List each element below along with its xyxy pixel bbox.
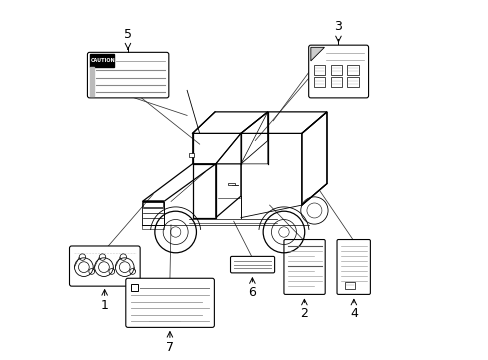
Text: 1: 1 [101, 300, 108, 312]
FancyBboxPatch shape [69, 246, 140, 286]
Bar [89, 67, 94, 96]
Polygon shape [310, 47, 324, 61]
FancyBboxPatch shape [284, 239, 325, 294]
Bar [313, 77, 325, 87]
Text: CAUTION: CAUTION [90, 58, 115, 63]
Bar [330, 77, 341, 87]
Bar [346, 65, 358, 75]
Bar [131, 284, 138, 291]
Bar [346, 77, 358, 87]
FancyBboxPatch shape [125, 278, 214, 327]
Bar [228, 183, 234, 185]
Bar [313, 65, 325, 75]
FancyBboxPatch shape [308, 45, 368, 98]
Text: 3: 3 [334, 20, 342, 33]
Bar [89, 54, 114, 67]
FancyBboxPatch shape [336, 239, 369, 294]
Text: 2: 2 [300, 307, 308, 320]
Text: 5: 5 [123, 27, 132, 41]
Text: 4: 4 [349, 307, 357, 320]
Bar [344, 282, 354, 289]
Text: 7: 7 [165, 341, 174, 354]
Bar [188, 153, 194, 157]
FancyBboxPatch shape [230, 256, 274, 273]
FancyBboxPatch shape [87, 52, 168, 98]
Text: 6: 6 [248, 286, 256, 299]
Bar [330, 65, 341, 75]
